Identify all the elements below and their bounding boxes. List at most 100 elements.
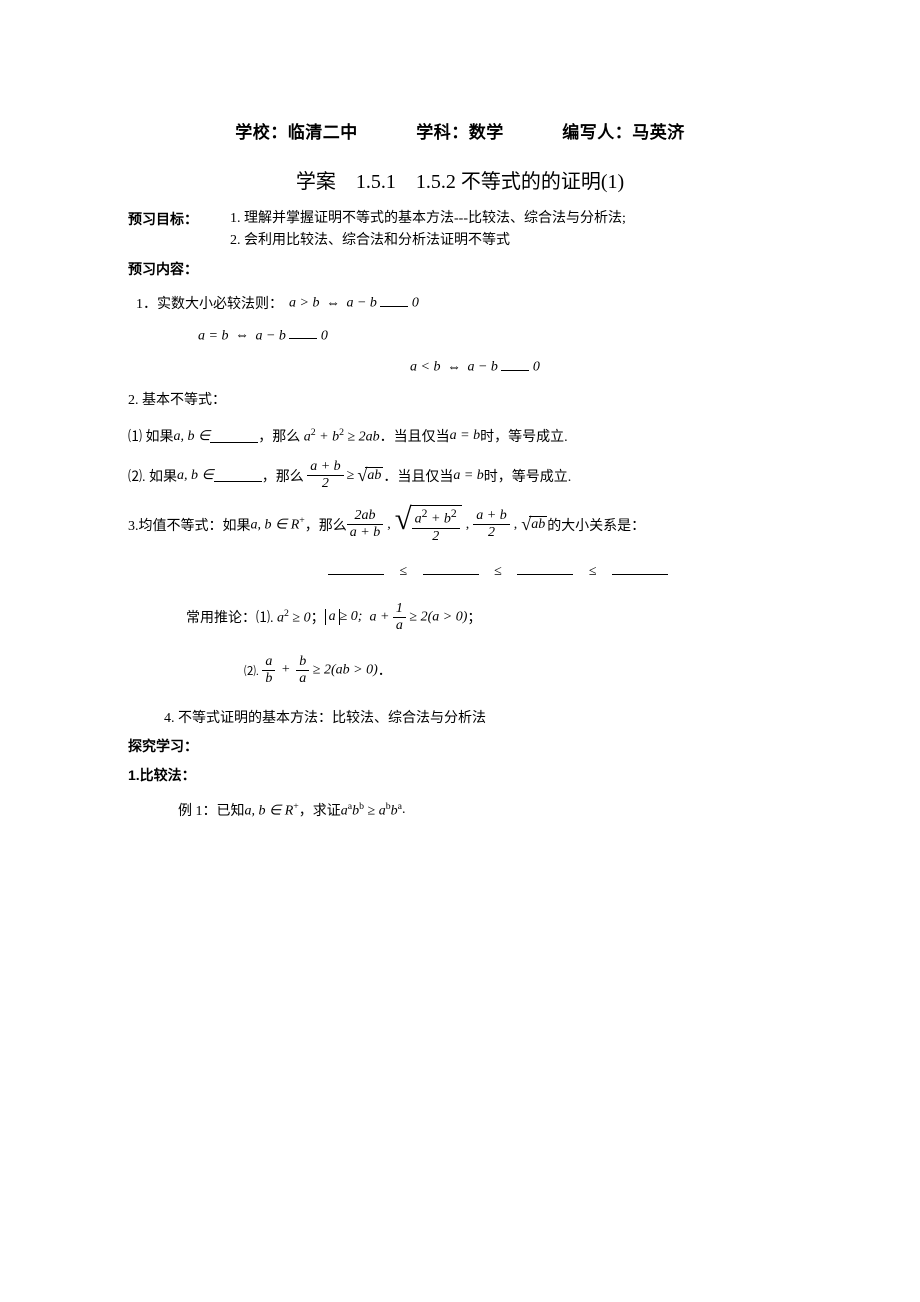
doc-title: 学案 1.5.1 1.5.2 不等式的的证明(1) <box>128 165 792 194</box>
eq-1-3-lhs: a < b <box>410 360 440 375</box>
eq-1-1-rhs: a − b <box>346 296 376 311</box>
frac-ab-over-2: a + b 2 <box>307 460 343 491</box>
eq-1-2-rhs: a − b <box>255 328 285 343</box>
example-1: 例 1：已知 a, b ∈ R+ ，求证 aabb ≥ abba . <box>178 800 792 820</box>
frac-den: a + b <box>347 525 383 540</box>
item-2-label: 2. 基本不等式： <box>128 390 792 412</box>
eq-1-3-tail: 0 <box>533 360 540 375</box>
blank <box>612 562 668 575</box>
cor-1c-tail: ； <box>467 607 481 627</box>
cond-ab: a = b <box>450 428 480 444</box>
ex1-cond: a, b ∈ R+ <box>245 801 299 820</box>
item-2-1: ⑴ 如果 a, b ∈ ，那么 a2 + b2 ≥ 2ab ．当且仅当 a = … <box>128 426 792 446</box>
frac-den: 2 <box>307 476 343 491</box>
eq-1-1: a > b ⇔ a − b 0 <box>289 294 419 312</box>
blank <box>289 327 317 340</box>
ex1-claim: aabb ≥ abba <box>341 801 402 820</box>
frac-num: a + b <box>307 460 343 476</box>
ex1-cond-text: a, b ∈ R <box>245 804 294 819</box>
corollary-1: 常用推论：⑴. a2 ≥ 0； a ≥ 0; a + 1 a ≥ 2(a > 0… <box>186 602 792 633</box>
frac-den: a <box>296 671 309 686</box>
item-3-label: 3.均值不等式：如果 <box>128 515 251 535</box>
sqrt-mean-sq: √ a2 + b2 2 <box>395 505 462 544</box>
frac-ab2: a + b 2 <box>473 509 509 540</box>
method-1-label: 1.比较法： <box>128 764 792 786</box>
subject-label: 学科： <box>416 123 469 142</box>
frac-2ab: 2ab a + b <box>347 509 383 540</box>
frac-num: a <box>262 655 275 671</box>
corollary-label: 常用推论：⑴. <box>186 607 274 627</box>
frac-a2b2: a2 + b2 2 <box>412 508 460 544</box>
then-text: ，那么 <box>262 466 304 486</box>
sqrt-ab: √ab <box>521 516 547 533</box>
ab-in: a, b ∈ <box>174 428 211 445</box>
when-tail: 时，等号成立. <box>480 426 568 446</box>
geq-symbol: ≥ <box>347 468 355 484</box>
ordering-chain: ≤ ≤ ≤ <box>204 562 792 580</box>
item-4: 4. 不等式证明的基本方法：比较法、综合法与分析法 <box>164 708 792 730</box>
iff-symbol: ⇔ <box>447 360 461 375</box>
eq-1-1-lhs: a > b <box>289 296 319 311</box>
eq-1-2-tail: 0 <box>321 328 328 343</box>
leq-symbol: ≤ <box>399 564 407 579</box>
item-3: 3.均值不等式：如果 a, b ∈ R+ ，那么 2ab a + b , √ a… <box>128 505 792 544</box>
corollary-2: ⑵. a b + b a ≥ 2(ab > 0) ． <box>244 655 792 686</box>
ineq-1: a2 + b2 ≥ 2ab <box>304 427 380 446</box>
ex1-label: 例 1：已知 <box>178 800 245 820</box>
cor-1c: a + 1 a ≥ 2(a > 0) <box>369 602 467 633</box>
ex1-tail: . <box>402 802 406 818</box>
blank <box>380 294 408 307</box>
when-tail: 时，等号成立. <box>484 466 572 486</box>
when-text: ．当且仅当 <box>380 426 450 446</box>
eq-1-2-row: a = b ⇔ a − b 0 <box>198 327 792 345</box>
blank <box>501 358 529 371</box>
frac-num: 1 <box>393 602 406 618</box>
blank <box>517 562 573 575</box>
eq-1-2: a = b ⇔ a − b 0 <box>198 327 328 345</box>
ab-in-text: a, b ∈ R <box>251 518 300 533</box>
leq-symbol: ≤ <box>589 564 597 579</box>
eq-1-3-rhs: a − b <box>467 360 497 375</box>
blank <box>423 562 479 575</box>
then-text: ，那么 <box>258 426 300 446</box>
blank <box>210 430 258 443</box>
iff-symbol: ⇔ <box>235 328 249 343</box>
item-2-2-pre: ⑵. 如果 <box>128 466 177 486</box>
frac-den: 2 <box>473 525 509 540</box>
subject-name: 数学 <box>469 123 504 142</box>
explore-label: 探究学习： <box>128 736 792 756</box>
frac-den: a <box>393 618 406 633</box>
abs-a: a <box>325 609 340 625</box>
goal-2: 2. 会利用比较法、综合法和分析法证明不等式 <box>230 233 510 248</box>
doc-header: 学校：临清二中 学科：数学 编写人：马英济 <box>128 118 792 143</box>
item-2-2: ⑵. 如果 a, b ∈ ，那么 a + b 2 ≥ √ab ．当且仅当 a =… <box>128 460 792 491</box>
goals-label: 预习目标： <box>128 208 198 253</box>
frac-num: b <box>296 655 309 671</box>
author-name: 马英济 <box>632 123 685 142</box>
eq-1-3-row: a < b ⇔ a − b 0 <box>410 358 792 376</box>
sqrt-ab: √ab <box>357 467 383 484</box>
ex1-mid: ，求证 <box>299 800 341 820</box>
radicand: ab <box>529 516 547 533</box>
cor-2-tail: ． <box>378 660 392 680</box>
cor-1c-rel: ≥ 2(a > 0) <box>409 609 467 624</box>
ab-in: a, b ∈ <box>177 467 214 484</box>
blank <box>214 470 262 483</box>
frac-num: 2ab <box>347 509 383 525</box>
goals-row: 预习目标： 1. 理解并掌握证明不等式的基本方法---比较法、综合法与分析法; … <box>128 208 792 253</box>
goal-1: 1. 理解并掌握证明不等式的基本方法---比较法、综合法与分析法; <box>230 211 626 226</box>
cor-1c-pre: a + <box>369 609 392 624</box>
school-name: 临清二中 <box>288 123 358 142</box>
frac-den: b <box>262 671 275 686</box>
radicand: ab <box>365 467 383 484</box>
eq-1-3: a < b ⇔ a − b 0 <box>410 358 540 376</box>
item-1-label: 1．实数大小必较法则： <box>136 293 283 313</box>
content-label: 预习内容： <box>128 259 792 279</box>
eq-1-2-lhs: a = b <box>198 328 228 343</box>
school-label: 学校： <box>235 123 288 142</box>
author-label: 编写人： <box>562 123 632 142</box>
item-1: 1．实数大小必较法则： a > b ⇔ a − b 0 <box>136 293 792 313</box>
item-3-tail: 的大小关系是： <box>547 515 645 535</box>
cor-2-rel: ≥ 2(ab > 0) <box>313 662 378 677</box>
cor-2: a b + b a ≥ 2(ab > 0) <box>262 655 377 686</box>
